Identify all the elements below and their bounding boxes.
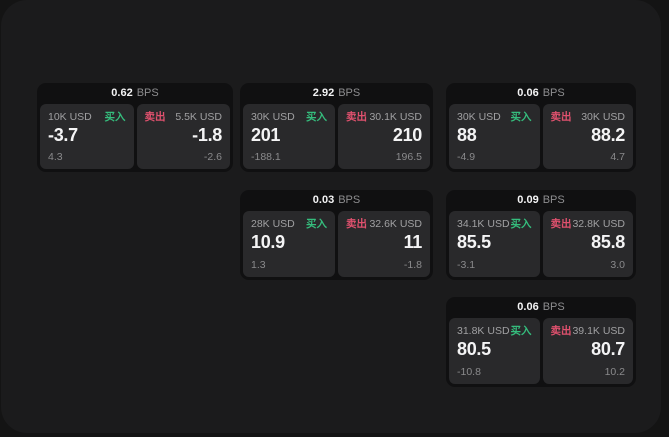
bps-unit: BPS (136, 87, 159, 99)
sell-price: 85.8 (591, 232, 625, 252)
bps-value: 2.92 (312, 87, 335, 99)
sell-side-label: 卖出 (550, 218, 572, 230)
bps-unit: BPS (542, 194, 565, 206)
sell-side-label: 卖出 (550, 325, 572, 337)
bps-value: 0.09 (517, 194, 539, 206)
buy-price: 85.5 (457, 232, 491, 252)
buy-volume-label: 28K USD (251, 218, 295, 230)
buy-delta: -10.8 (457, 366, 481, 378)
sell-volume-label: 32.8K USD (572, 218, 625, 230)
quote-card: 0.09 BPS 34.1K USD 买入 85.5 -3.1 卖出 32.8K… (446, 190, 636, 280)
bps-unit: BPS (338, 87, 361, 99)
quote-card: 2.92 BPS 30K USD 买入 201 -188.1 卖出 30.1K … (240, 83, 433, 172)
sell-volume-label: 30K USD (581, 111, 625, 123)
buy-delta: 1.3 (251, 259, 266, 271)
buy-panel[interactable]: 30K USD 买入 88 -4.9 (449, 104, 540, 169)
buy-delta: -4.9 (457, 151, 476, 163)
sell-side-label: 卖出 (550, 111, 572, 123)
sell-side-label: 卖出 (346, 111, 367, 123)
bps-value: 0.06 (517, 87, 539, 99)
buy-price: -3.7 (48, 125, 78, 145)
buy-side-label: 买入 (510, 218, 532, 230)
buy-price: 201 (251, 125, 281, 145)
buy-delta: -3.1 (457, 259, 476, 271)
buy-volume-label: 34.1K USD (457, 218, 510, 230)
sell-price: -1.8 (192, 125, 222, 145)
sell-delta: 4.7 (610, 151, 625, 163)
buy-panel[interactable]: 28K USD 买入 10.9 1.3 (243, 211, 335, 277)
sell-side-label: 卖出 (144, 111, 166, 123)
buy-side-label: 买入 (104, 111, 126, 123)
sell-volume-label: 30.1K USD (369, 111, 422, 123)
sell-delta: 196.5 (395, 151, 422, 163)
sell-price: 88.2 (591, 125, 625, 145)
bps-header: 0.03 BPS (243, 190, 430, 211)
buy-price: 88 (457, 125, 477, 145)
buy-panel[interactable]: 31.8K USD 买入 80.5 -10.8 (449, 318, 540, 384)
bps-header: 0.62 BPS (40, 83, 230, 104)
buy-volume-label: 30K USD (251, 111, 295, 123)
sell-volume-label: 32.6K USD (369, 218, 422, 230)
buy-panel[interactable]: 10K USD 买入 -3.7 4.3 (40, 104, 134, 169)
buy-price: 80.5 (457, 339, 491, 359)
sell-panel[interactable]: 卖出 32.6K USD 11 -1.8 (338, 211, 430, 277)
buy-panel[interactable]: 34.1K USD 买入 85.5 -3.1 (449, 211, 540, 277)
sell-delta: -2.6 (203, 151, 222, 163)
buy-delta: 4.3 (48, 151, 63, 163)
buy-delta: -188.1 (251, 151, 281, 163)
buy-panel[interactable]: 30K USD 买入 201 -188.1 (243, 104, 335, 169)
sell-price: 11 (403, 232, 423, 252)
quote-card: 0.62 BPS 10K USD 买入 -3.7 4.3 卖出 5.5K USD… (37, 83, 233, 172)
bps-header: 0.09 BPS (449, 190, 633, 211)
sell-delta: -1.8 (403, 259, 422, 271)
bps-header: 0.06 BPS (449, 297, 633, 318)
sell-delta: 10.2 (604, 366, 625, 378)
bps-unit: BPS (542, 301, 565, 313)
sell-panel[interactable]: 卖出 30K USD 88.2 4.7 (542, 104, 633, 169)
sell-price: 210 (392, 125, 422, 145)
quote-card: 0.06 BPS 30K USD 买入 88 -4.9 卖出 30K USD 8… (446, 83, 636, 172)
bps-value: 0.62 (111, 87, 133, 99)
sell-panel[interactable]: 卖出 30.1K USD 210 196.5 (338, 104, 430, 169)
bps-unit: BPS (338, 194, 361, 206)
bps-value: 0.03 (312, 194, 335, 206)
buy-price: 10.9 (251, 232, 285, 252)
quote-card: 0.03 BPS 28K USD 买入 10.9 1.3 卖出 32.6K US… (240, 190, 433, 280)
sell-volume-label: 5.5K USD (175, 111, 222, 123)
buy-side-label: 买入 (306, 218, 327, 230)
buy-side-label: 买入 (510, 111, 532, 123)
bps-header: 2.92 BPS (243, 83, 430, 104)
buy-volume-label: 30K USD (457, 111, 501, 123)
buy-volume-label: 31.8K USD (457, 325, 510, 337)
quote-card: 0.06 BPS 31.8K USD 买入 80.5 -10.8 卖出 39.1… (446, 297, 636, 387)
bps-value: 0.06 (517, 301, 539, 313)
sell-side-label: 卖出 (346, 218, 367, 230)
buy-side-label: 买入 (306, 111, 327, 123)
sell-panel[interactable]: 卖出 5.5K USD -1.8 -2.6 (136, 104, 230, 169)
sell-price: 80.7 (591, 339, 625, 359)
app-window: 0.62 BPS 10K USD 买入 -3.7 4.3 卖出 5.5K USD… (1, 0, 661, 433)
sell-delta: 3.0 (610, 259, 625, 271)
sell-panel[interactable]: 卖出 32.8K USD 85.8 3.0 (542, 211, 633, 277)
sell-panel[interactable]: 卖出 39.1K USD 80.7 10.2 (542, 318, 633, 384)
bps-header: 0.06 BPS (449, 83, 633, 104)
sell-volume-label: 39.1K USD (572, 325, 625, 337)
buy-volume-label: 10K USD (48, 111, 92, 123)
buy-side-label: 买入 (510, 325, 532, 337)
bps-unit: BPS (542, 87, 565, 99)
